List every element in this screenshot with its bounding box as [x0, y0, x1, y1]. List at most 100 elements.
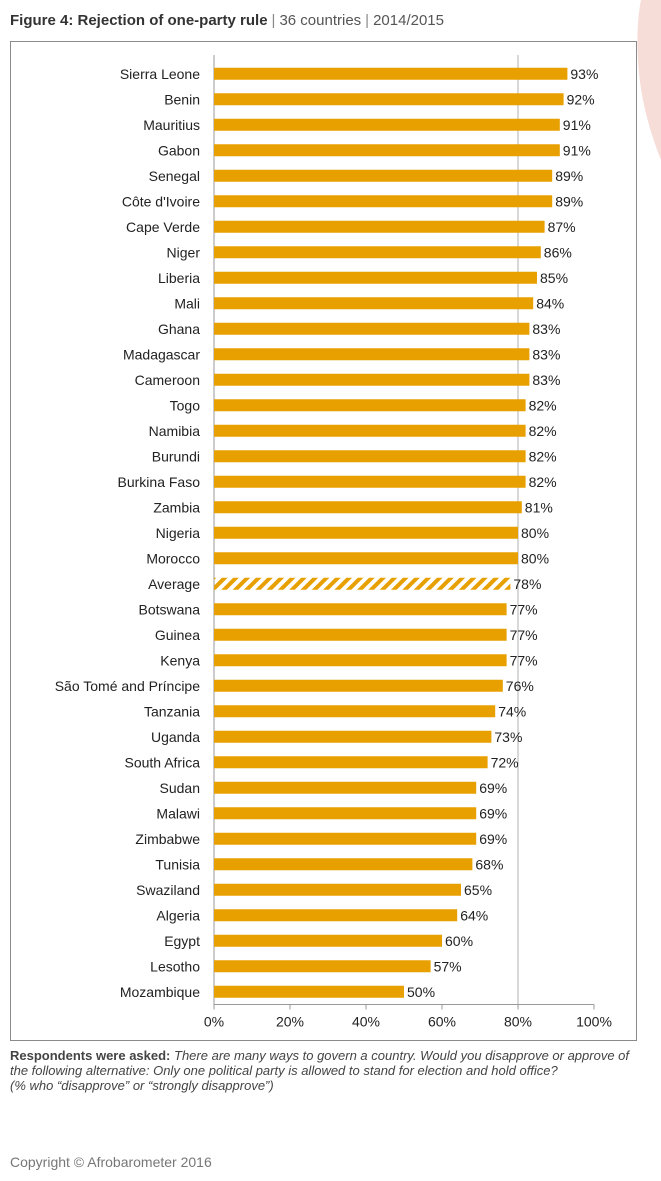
value-label: 83% [532, 321, 560, 337]
category-label: Sierra Leone [120, 66, 200, 82]
category-label: Swaziland [136, 882, 200, 898]
header-separator: | [365, 12, 370, 29]
question-note: (% who “disapprove” or “strongly disappr… [10, 1078, 274, 1093]
category-label: Côte d'Ivoire [122, 193, 200, 209]
bar [214, 756, 488, 769]
value-label: 74% [498, 703, 526, 719]
value-label: 84% [536, 295, 564, 311]
question-label: Respondents were asked: [10, 1048, 171, 1063]
bar [214, 730, 492, 743]
bar [214, 679, 503, 692]
bar [214, 67, 568, 80]
bar [214, 169, 553, 182]
value-label: 91% [563, 117, 591, 133]
value-label: 82% [529, 423, 557, 439]
category-label: Madagascar [123, 346, 200, 362]
category-label: Lesotho [150, 958, 200, 974]
value-label: 80% [521, 525, 549, 541]
category-label: Burkina Faso [118, 474, 201, 490]
bar [214, 450, 526, 463]
category-label: Zimbabwe [135, 831, 200, 847]
x-tick-label: 40% [352, 1014, 380, 1030]
value-label: 93% [570, 66, 598, 82]
value-label: 83% [532, 372, 560, 388]
value-label: 82% [529, 474, 557, 490]
bar [214, 246, 541, 259]
question-text: There are many ways to govern a country.… [10, 1048, 630, 1078]
brand-logo-fragment [637, 0, 661, 160]
bar [214, 195, 553, 208]
bar [214, 909, 458, 922]
value-label: 57% [434, 958, 462, 974]
value-label: 60% [445, 933, 473, 949]
category-label: Tunisia [155, 856, 200, 872]
category-label: Togo [170, 397, 201, 413]
bar [214, 705, 496, 718]
value-label: 77% [510, 652, 538, 668]
value-label: 78% [513, 576, 541, 592]
bar [214, 883, 461, 896]
value-label: 77% [510, 601, 538, 617]
category-label: Cape Verde [126, 219, 200, 235]
bar [214, 144, 560, 157]
category-label: Senegal [149, 168, 200, 184]
category-label: Niger [167, 244, 201, 260]
category-label: Zambia [153, 499, 200, 515]
bar [214, 603, 507, 616]
value-label: 69% [479, 780, 507, 796]
category-label: Average [148, 576, 200, 592]
value-label: 87% [548, 219, 576, 235]
survey-years: 2014/2015 [373, 12, 444, 29]
category-label: Botswana [139, 601, 201, 617]
value-label: 68% [475, 856, 503, 872]
category-label: Burundi [152, 448, 200, 464]
value-label: 89% [555, 168, 583, 184]
value-label: 81% [525, 499, 553, 515]
bar [214, 858, 473, 871]
bar [214, 118, 560, 131]
bar [214, 807, 477, 820]
category-label: Liberia [158, 270, 200, 286]
category-label: Guinea [155, 627, 200, 643]
figure-header: Figure 4: Rejection of one-party rule | 36… [10, 12, 444, 29]
value-label: 86% [544, 244, 572, 260]
bar [214, 985, 404, 998]
value-label: 80% [521, 550, 549, 566]
value-label: 85% [540, 270, 568, 286]
bar [214, 424, 526, 437]
value-label: 72% [491, 754, 519, 770]
value-label: 77% [510, 627, 538, 643]
value-label: 82% [529, 448, 557, 464]
bar [214, 501, 522, 514]
bar [214, 934, 442, 947]
category-label: Egypt [164, 933, 200, 949]
category-label: Malawi [156, 805, 200, 821]
category-label: Cameroon [135, 372, 200, 388]
category-label: Mauritius [143, 117, 200, 133]
bar [214, 475, 526, 488]
category-label: Benin [164, 91, 200, 107]
value-label: 65% [464, 882, 492, 898]
bar [214, 526, 518, 539]
bar [214, 781, 477, 794]
category-label: Ghana [158, 321, 200, 337]
copyright-notice: Copyright © Afrobarometer 2016 [10, 1154, 212, 1170]
value-label: 89% [555, 193, 583, 209]
figure-title: Figure 4: Rejection of one-party rule [10, 12, 268, 29]
x-tick-label: 100% [576, 1014, 612, 1030]
value-label: 69% [479, 805, 507, 821]
bar [214, 348, 530, 361]
header-separator: | [271, 12, 276, 29]
bar [214, 93, 564, 106]
bar [214, 322, 530, 335]
x-tick-label: 80% [504, 1014, 532, 1030]
category-label: Mali [174, 295, 200, 311]
category-label: São Tomé and Príncipe [55, 678, 200, 694]
bar-chart: 0% 20% 40% 60% 80% 100% Sierra Leone 93% Benin 92… [55, 55, 612, 1030]
category-label: Mozambique [120, 984, 200, 1000]
survey-footnote: Respondents were asked: There are many w… [10, 1048, 650, 1093]
country-count: 36 countries [279, 12, 362, 29]
value-label: 76% [506, 678, 534, 694]
value-label: 92% [567, 91, 595, 107]
category-label: Gabon [158, 142, 200, 158]
